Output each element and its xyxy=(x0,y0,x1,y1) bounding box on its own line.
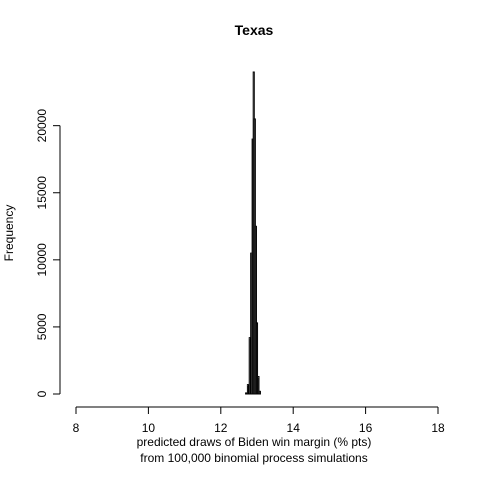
x-axis-label-line2: from 100,000 binomial process simulation… xyxy=(140,451,367,465)
y-tick-label: 5000 xyxy=(35,313,49,340)
y-tick-label: 15000 xyxy=(35,176,49,210)
x-axis-label-line1: predicted draws of Biden win margin (% p… xyxy=(137,435,372,449)
x-tick-label: 12 xyxy=(214,421,228,435)
y-tick-label: 20000 xyxy=(35,109,49,143)
histogram-bar xyxy=(250,252,253,395)
histogram-bar xyxy=(246,384,249,395)
histogram-bar xyxy=(257,376,260,395)
x-tick-label: 16 xyxy=(359,421,373,435)
x-tick-label: 14 xyxy=(287,421,301,435)
y-tick-label: 10000 xyxy=(35,243,49,277)
x-tick-label: 8 xyxy=(73,421,80,435)
x-tick-label: 10 xyxy=(142,421,156,435)
y-axis-label: Frequency xyxy=(2,205,16,262)
x-tick-label: 18 xyxy=(431,421,445,435)
histogram-bar xyxy=(248,337,251,395)
y-tick-label: 0 xyxy=(35,390,49,397)
histogram-bars xyxy=(245,71,261,395)
chart-title: Texas xyxy=(235,22,274,38)
histogram-bar xyxy=(255,322,259,395)
x-axis: 8 10 12 14 16 18 xyxy=(73,406,445,435)
y-axis: 0 5000 10000 15000 20000 xyxy=(35,109,61,397)
